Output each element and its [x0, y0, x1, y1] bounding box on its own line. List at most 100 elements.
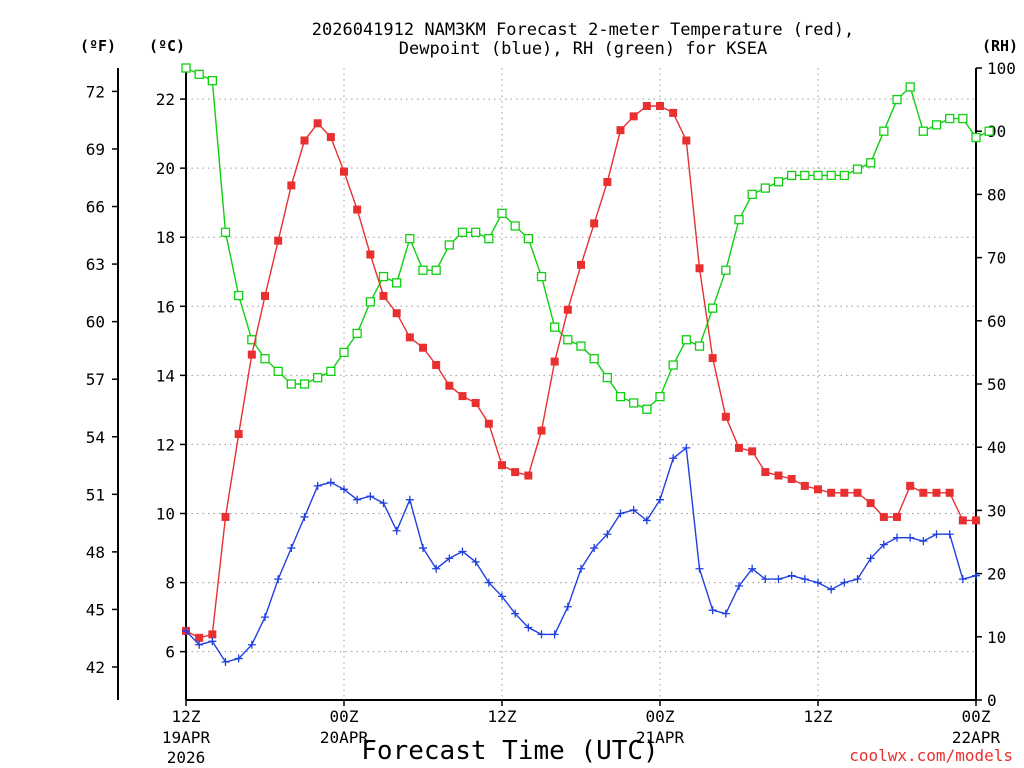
rh-point [800, 170, 810, 181]
temperature-point [735, 443, 743, 452]
dewpoint-point [616, 509, 625, 518]
dewpoint-point [432, 564, 441, 573]
dewpoint-point [234, 654, 243, 663]
rh-tick-label: 10 [987, 628, 1006, 647]
rh-point [721, 265, 731, 275]
rh-tick-label: 70 [987, 249, 1006, 268]
time-tick-date: 21APR [636, 728, 685, 747]
dewpoint-point [563, 602, 572, 611]
rh-point [918, 126, 928, 136]
temperature-point [577, 260, 585, 269]
temperature-point [879, 512, 888, 521]
rh-point [945, 113, 955, 124]
rh-point [352, 328, 362, 339]
dewpoint-point [274, 575, 283, 584]
rh-point [260, 354, 270, 364]
temperature-point [656, 101, 664, 110]
dewpoint-point [221, 658, 230, 667]
temperature-point [419, 343, 427, 352]
dewpoint-point [195, 640, 204, 649]
dewpoint-point [419, 544, 427, 553]
dewpoint-point [840, 578, 849, 587]
celsius-tick-label: 6 [165, 643, 175, 662]
temperature-point [524, 471, 533, 480]
temperature-point [774, 471, 783, 480]
temperature-point [340, 167, 348, 176]
rh-point [602, 373, 612, 383]
rh-point [286, 379, 296, 389]
dewpoint-point [326, 478, 335, 487]
temperature-point [945, 488, 954, 497]
rh-point [181, 63, 191, 73]
celsius-unit-label: (ºC) [149, 37, 185, 55]
x-axis-title: Forecast Time (UTC) [361, 736, 658, 766]
rh-tick-label: 80 [987, 185, 1006, 204]
temperature-point [326, 133, 335, 142]
rh-point [984, 126, 994, 136]
temperature-point [642, 101, 651, 110]
rh-point [510, 221, 520, 231]
rh-point [207, 75, 217, 86]
rh-point [431, 265, 441, 275]
dewpoint-point [550, 630, 559, 639]
time-tick-date: 20APR [320, 728, 369, 747]
dewpoint-point [932, 530, 941, 539]
temperature-point [958, 516, 967, 525]
rh-point [655, 391, 665, 402]
rh-point [576, 341, 586, 351]
dewpoint-point [906, 533, 915, 542]
dewpoint-point [379, 499, 388, 508]
dewpoint-point [669, 454, 678, 463]
time-tick-date: 19APR [162, 728, 211, 747]
rh-point [879, 126, 889, 136]
dewpoint-point [300, 512, 309, 521]
temperature-point [511, 468, 520, 477]
dewpoint-point [603, 530, 612, 539]
dewpoint-point [511, 609, 520, 618]
time-tick-hour: 12Z [488, 707, 517, 726]
time-tick-date: 22APR [952, 728, 1001, 747]
rh-point [852, 164, 863, 174]
temperature-point [919, 488, 928, 497]
dewpoint-point [392, 526, 401, 535]
dewpoint-point [748, 564, 757, 573]
dewpoint-point [366, 492, 375, 501]
rh-point [536, 271, 547, 282]
temperature-point [405, 333, 414, 342]
temperature-point [616, 126, 625, 135]
temperature-point [840, 488, 849, 497]
rh-point [694, 341, 705, 351]
temperature-point [458, 392, 467, 401]
rh-point [629, 398, 639, 408]
rh-point [471, 227, 481, 237]
temperature-line [185, 105, 976, 639]
dewpoint-point [695, 564, 704, 573]
celsius-tick-label: 18 [156, 228, 175, 247]
temperature-point [300, 136, 309, 145]
dewpoint-point [893, 533, 901, 542]
rh-point [378, 271, 389, 282]
rh-point [273, 366, 283, 377]
rh-line [185, 67, 990, 411]
celsius-tick-label: 14 [156, 366, 175, 385]
rh-point [615, 391, 626, 402]
dewpoint-point [708, 606, 717, 615]
dewpoint-point [247, 640, 256, 649]
dewpoint-point [879, 540, 888, 549]
dewpoint-point [405, 495, 414, 504]
temperature-point [234, 430, 243, 439]
time-tick-year: 2026 [167, 748, 206, 767]
temperature-point [537, 426, 546, 435]
fahrenheit-tick-label: 72 [86, 82, 105, 101]
celsius-tick-label: 10 [156, 505, 175, 524]
temperature-point [353, 205, 362, 214]
temperature-point [932, 488, 941, 497]
rh-point [497, 208, 507, 219]
temperature-point [761, 468, 770, 477]
fahrenheit-tick-label: 48 [86, 543, 105, 562]
celsius-tick-label: 22 [156, 90, 175, 109]
temperature-point [274, 236, 283, 245]
temperature-point [906, 481, 915, 490]
rh-point [773, 177, 784, 187]
